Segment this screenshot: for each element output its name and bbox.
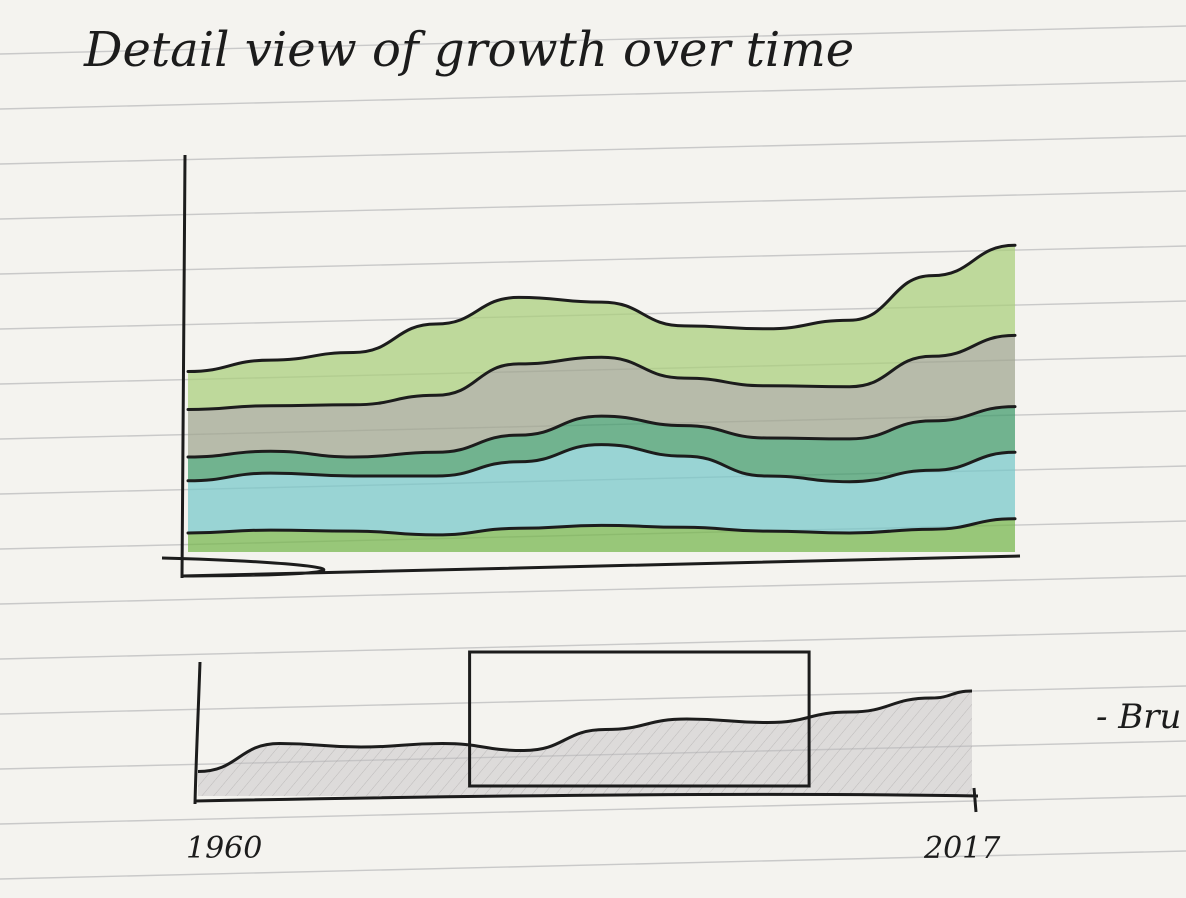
context-tick-label-start: 1960 — [186, 831, 262, 866]
rule-line — [0, 685, 1186, 715]
rule-line — [0, 850, 1186, 880]
context-chart[interactable]: 1960 2017 — [186, 650, 1001, 866]
detail-band-outline-middle — [186, 405, 1017, 459]
context-y-axis — [193, 661, 202, 805]
context-x-axis — [194, 787, 979, 813]
detail-y-axis — [180, 154, 187, 579]
rule-line — [0, 190, 1186, 220]
detail-stacked-areas — [188, 245, 1015, 552]
rule-line — [0, 25, 1186, 55]
detail-band-outline-cyan — [186, 443, 1017, 484]
rule-line — [0, 630, 1186, 660]
brush-annotation: - Bru — [1096, 697, 1181, 737]
detail-band-outline-top — [186, 243, 1017, 373]
detail-band-bottom — [188, 518, 1015, 552]
context-line — [197, 689, 973, 773]
rule-line — [0, 795, 1186, 825]
context-area-tint — [198, 691, 972, 796]
detail-x-axis — [161, 554, 1021, 578]
detail-chart — [161, 154, 1021, 579]
detail-band-second — [188, 335, 1015, 457]
rule-line — [0, 135, 1186, 165]
detail-band-outlines — [186, 243, 1017, 537]
page-title: Detail view of growth over time — [83, 22, 854, 78]
context-area — [198, 691, 972, 796]
detail-band-outline-bottom — [186, 517, 1017, 537]
context-tick-label-end: 2017 — [923, 831, 1001, 866]
detail-band-top — [188, 245, 1015, 410]
brush-selection[interactable] — [468, 650, 811, 788]
rule-line — [0, 80, 1186, 110]
detail-band-cyan — [188, 444, 1015, 535]
rule-line — [0, 575, 1186, 605]
detail-band-outline-second — [186, 333, 1017, 411]
